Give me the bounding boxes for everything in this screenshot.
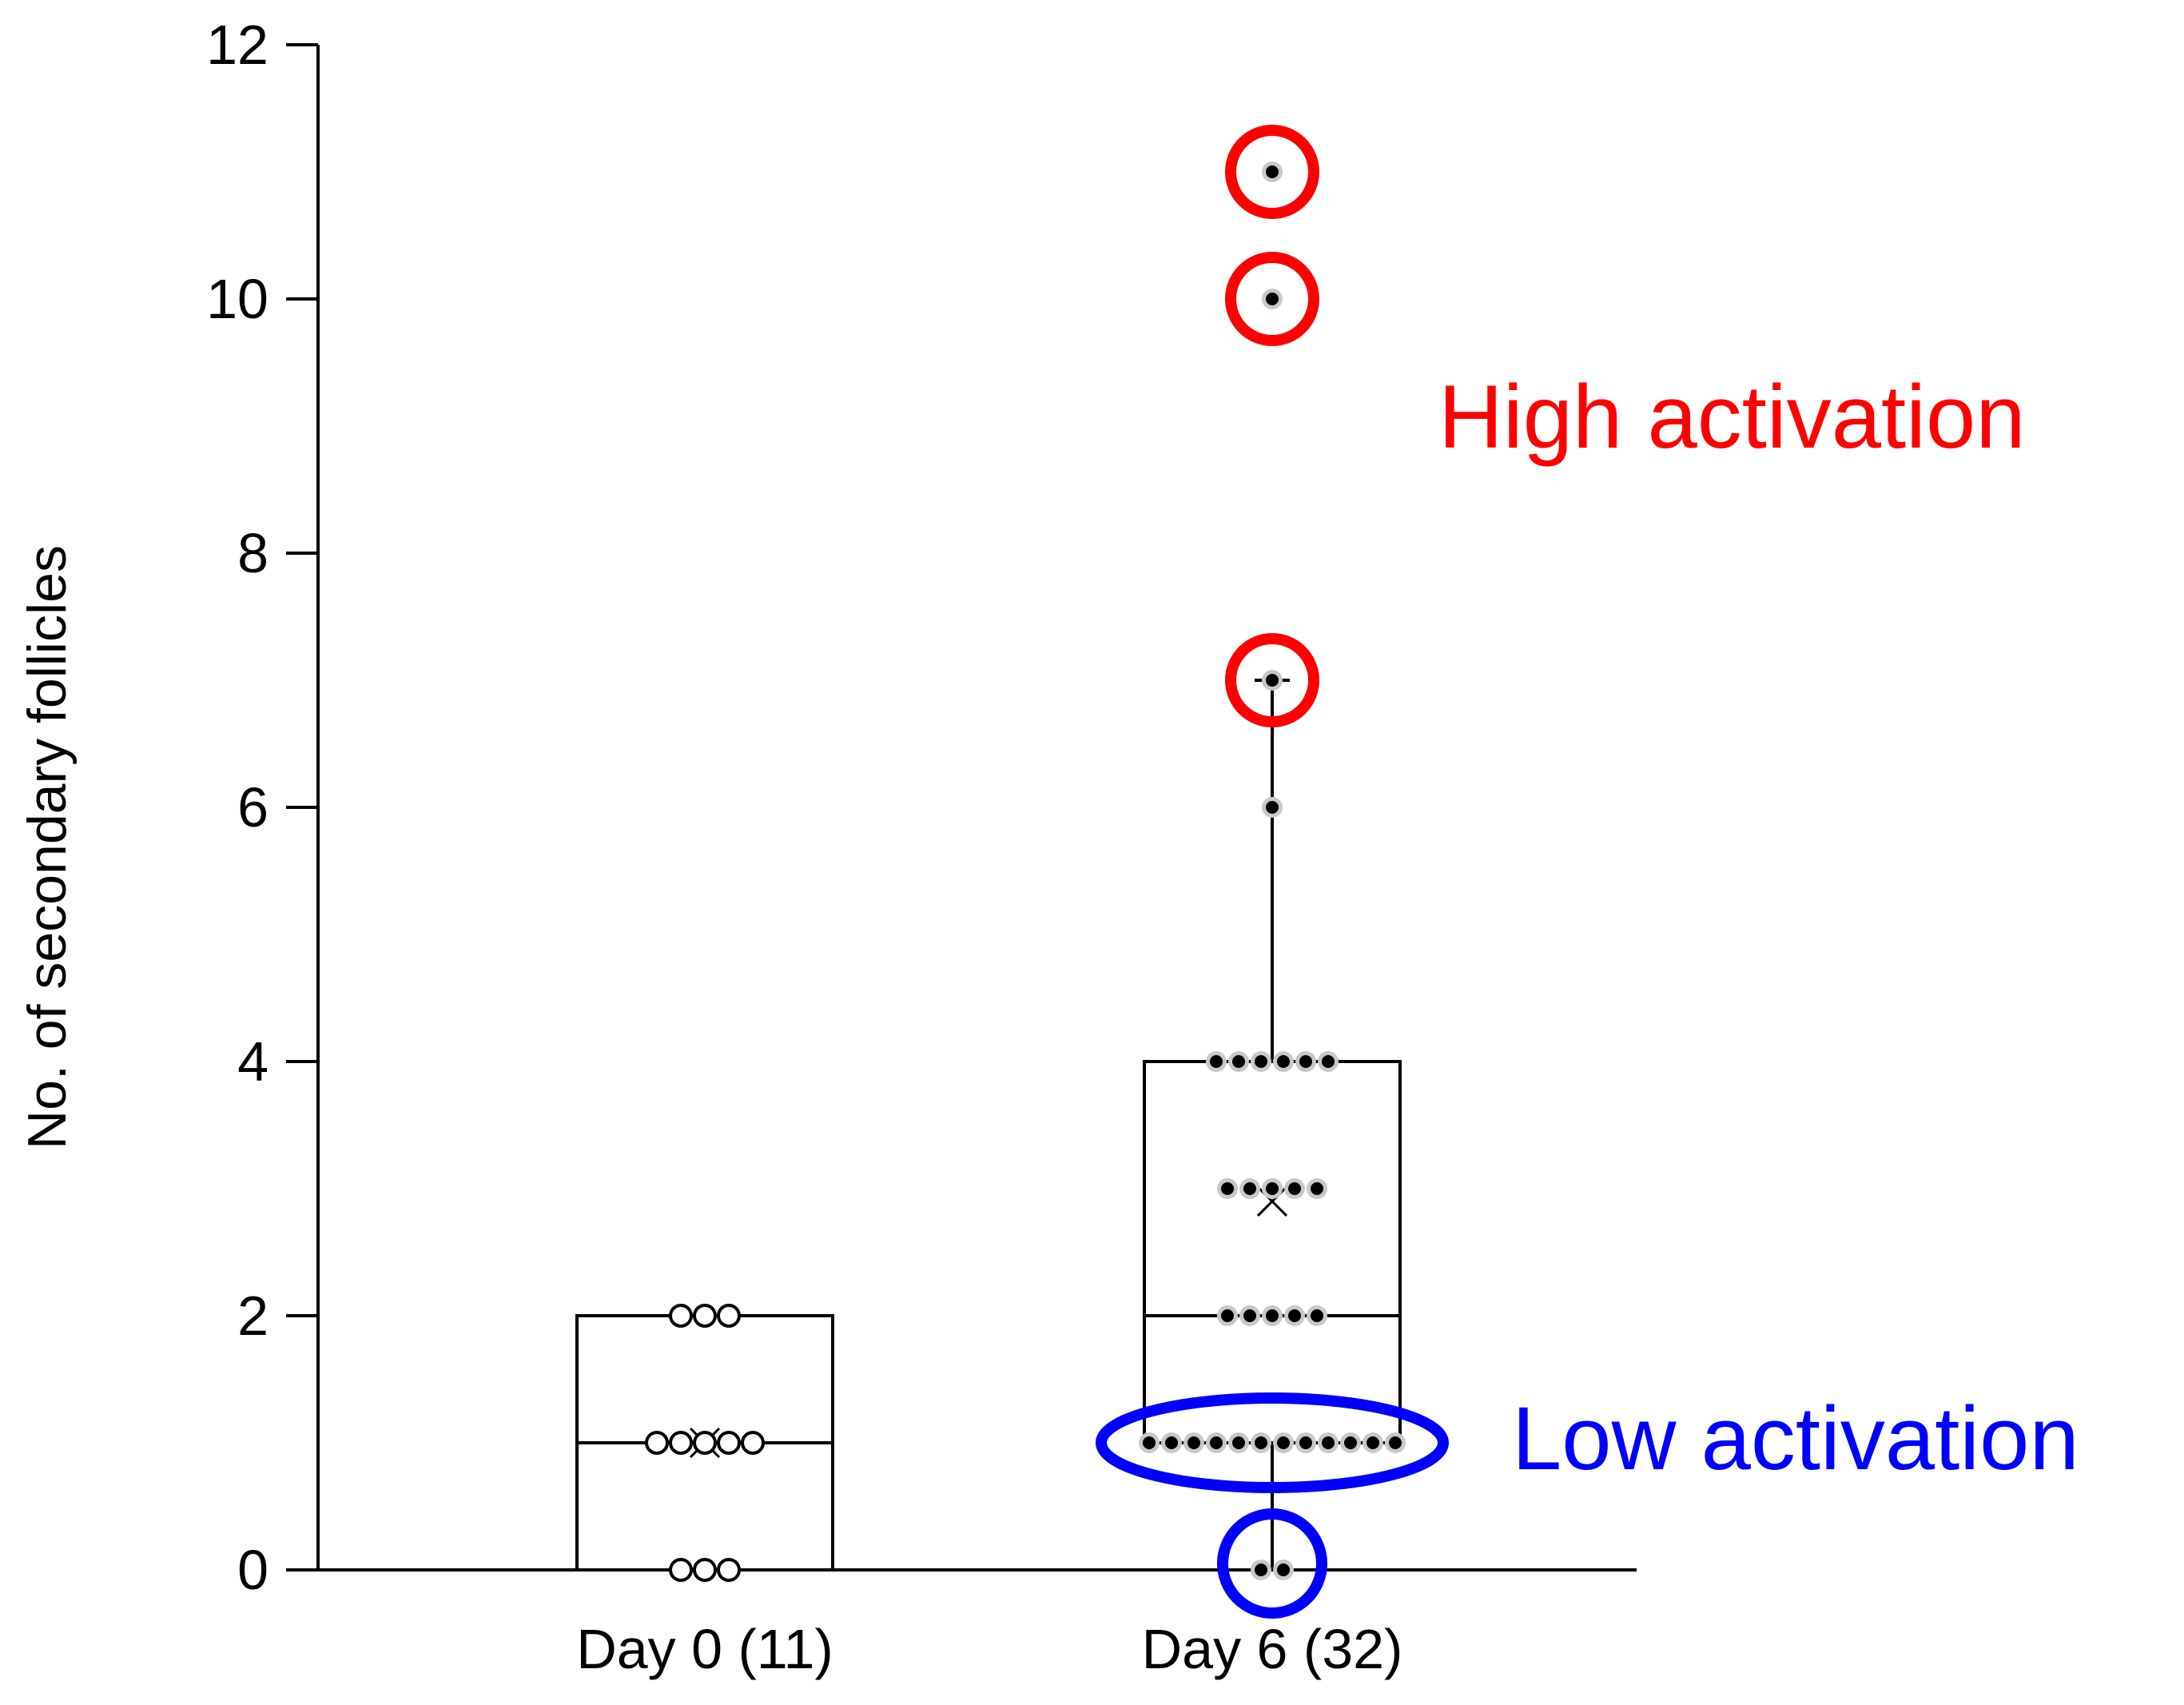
y-axis: 0 2 4 6 8 10 12 [206,14,320,1601]
data-point [1311,1309,1323,1322]
data-point [717,1431,741,1455]
data-point [1288,1182,1301,1195]
data-point [717,1558,741,1582]
data-point [1266,801,1279,814]
data-point [1366,1436,1379,1449]
data-point [669,1431,693,1455]
data-point [1255,1436,1267,1449]
data-point [693,1431,717,1455]
data-point [1165,1436,1178,1449]
data-point [1243,1309,1256,1322]
y-tick-label: 8 [237,522,269,584]
data-point [1277,1436,1290,1449]
data-point [1187,1436,1200,1449]
data-point [669,1558,693,1582]
x-tick-label: Day 6 (32) [1142,1618,1403,1680]
y-tick-label: 0 [237,1539,269,1601]
data-point [1266,165,1279,178]
highlight-ellipse-low [1096,1392,1449,1493]
data-point [669,1304,693,1328]
data-point [1232,1055,1245,1068]
highlight-circle-high [1225,633,1319,727]
data-point [1299,1436,1312,1449]
y-tick-label: 10 [206,268,269,330]
y-tick-label: 6 [237,776,269,839]
y-tick-label: 12 [206,14,269,76]
box-iqr [1143,1060,1402,1444]
data-point [1277,1564,1290,1576]
point-series [645,161,1406,1582]
y-tick-label: 2 [237,1285,269,1347]
highlight-circle-high [1225,125,1319,219]
data-point [1221,1182,1234,1195]
data-point [693,1304,717,1328]
data-point [645,1431,669,1455]
data-point [1243,1182,1256,1195]
data-point [693,1558,717,1582]
data-point [1221,1309,1234,1322]
highlight-circle-high [1225,252,1319,346]
data-point [1255,1564,1267,1576]
data-point [1266,1182,1279,1195]
data-point [717,1304,741,1328]
data-point [1277,1055,1290,1068]
data-point [1389,1436,1402,1449]
data-point [1266,674,1279,687]
data-point [1143,1436,1156,1449]
x-axis: Day 0 (11) Day 6 (32) [318,1568,1637,1680]
data-point [1232,1436,1245,1449]
data-point [741,1431,765,1455]
data-point [1255,1055,1267,1068]
annotations: High activation Low activation [1096,125,2079,1619]
annotation-high-activation: High activation [1438,367,2026,467]
y-axis-title: No. of secondary follicles [17,545,78,1149]
data-point [1266,1309,1279,1322]
x-tick-label: Day 0 (11) [576,1618,833,1680]
data-point [1344,1436,1357,1449]
y-tick-label: 4 [237,1030,269,1093]
data-point [1299,1055,1312,1068]
data-point [1322,1055,1335,1068]
data-point [1210,1055,1223,1068]
data-point [1322,1436,1335,1449]
highlight-circle-low [1217,1508,1327,1619]
data-point [1266,293,1279,305]
data-point [1311,1182,1323,1195]
data-point [1210,1436,1223,1449]
annotation-low-activation: Low activation [1512,1388,2079,1488]
data-point [1288,1309,1301,1322]
